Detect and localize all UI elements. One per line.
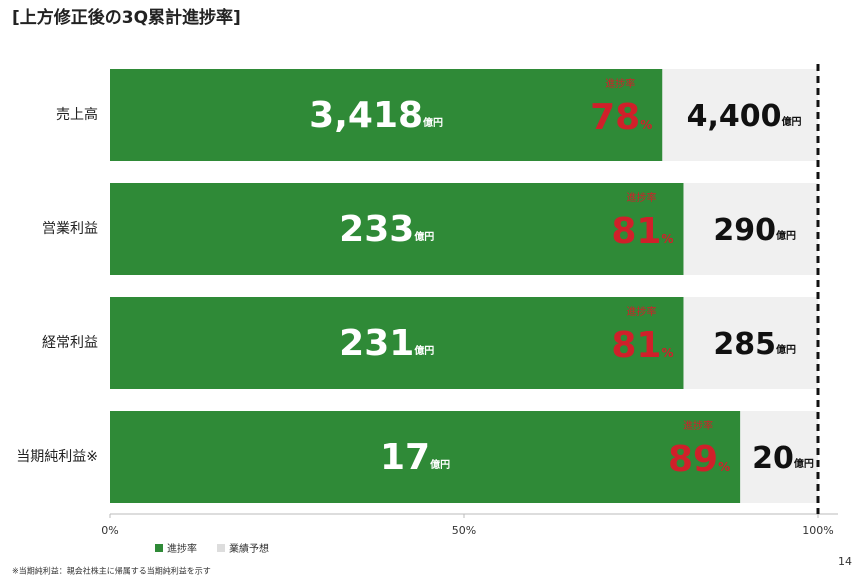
unit: 億円 (794, 457, 814, 470)
unit: 億円 (782, 115, 802, 128)
legend-swatch (155, 544, 163, 552)
actual-value: 3,418 (309, 95, 423, 136)
actual-value: 233 (339, 209, 414, 250)
actual-label: 231億円 (339, 323, 434, 364)
forecast-value: 4,400 (687, 99, 782, 134)
forecast-label: 290億円 (713, 213, 796, 248)
chart-title: [上方修正後の3Q累計進捗率] (12, 7, 241, 28)
unit: % (661, 232, 673, 246)
actual-value: 231 (339, 323, 414, 364)
page-number: 14 (838, 555, 852, 568)
actual-label: 17億円 (380, 437, 450, 478)
progress-caption: 進捗率 (605, 77, 635, 90)
progress-value: 78 (590, 97, 640, 138)
unit: 億円 (414, 230, 434, 243)
forecast-value: 20 (752, 441, 794, 476)
progress-bar (110, 69, 663, 161)
forecast-label: 285億円 (713, 327, 796, 362)
forecast-value: 290 (713, 213, 776, 248)
unit: 億円 (430, 458, 450, 471)
unit: 億円 (776, 229, 796, 242)
actual-label: 233億円 (339, 209, 434, 250)
progress-value: 81 (611, 325, 661, 366)
forecast-label: 20億円 (752, 441, 814, 476)
x-tick-label: 50% (452, 524, 476, 537)
unit: 億円 (423, 116, 443, 129)
legend-label: 業績予想 (229, 542, 269, 555)
progress-label: 89% (668, 439, 730, 480)
progress-label: 78% (590, 97, 652, 138)
unit: % (661, 346, 673, 360)
footnote: ※当期純利益：親会社株主に帰属する当期純利益を示す (12, 566, 211, 576)
progress-caption: 進捗率 (626, 305, 656, 318)
progress-bar (110, 411, 741, 503)
progress-bar (110, 297, 684, 389)
progress-label: 81% (611, 325, 673, 366)
legend-label: 進捗率 (167, 542, 197, 555)
x-tick-label: 100% (802, 524, 833, 537)
legend-swatch (217, 544, 225, 552)
progress-bar (110, 183, 684, 275)
actual-value: 17 (380, 437, 430, 478)
unit: 億円 (776, 343, 796, 356)
progress-value: 81 (611, 211, 661, 252)
progress-caption: 進捗率 (626, 191, 656, 204)
category-label: 売上高 (56, 106, 98, 123)
category-label: 営業利益 (42, 221, 98, 237)
progress-value: 89 (668, 439, 718, 480)
unit: 億円 (414, 344, 434, 357)
forecast-label: 4,400億円 (687, 99, 802, 134)
unit: % (640, 118, 652, 132)
x-tick-label: 0% (101, 524, 118, 537)
progress-caption: 進捗率 (683, 419, 713, 432)
unit: % (718, 460, 730, 474)
category-label: 経常利益 (42, 335, 98, 351)
category-label: 当期純利益※ (16, 449, 98, 465)
forecast-value: 285 (713, 327, 776, 362)
progress-label: 81% (611, 211, 673, 252)
actual-label: 3,418億円 (309, 95, 443, 136)
